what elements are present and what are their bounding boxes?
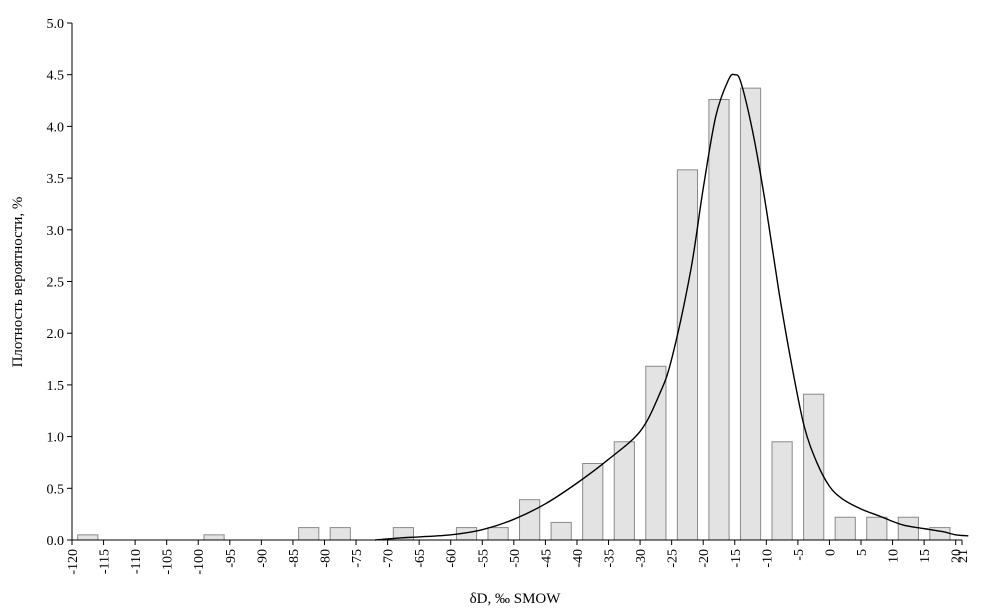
x-tick-label: 21	[956, 549, 971, 563]
x-tick-label: 15	[918, 549, 933, 563]
histogram-bar	[329, 527, 351, 541]
x-tick-label: -10	[760, 549, 775, 568]
x-tick-label: -25	[666, 549, 681, 568]
x-tick-label: -55	[476, 549, 491, 568]
x-tick-label: -40	[571, 549, 586, 568]
histogram-bar	[487, 527, 509, 541]
y-tick-label: 2.5	[47, 276, 65, 291]
x-tick-label: -75	[350, 549, 365, 568]
x-tick-label: -100	[192, 549, 207, 575]
ticks-layer: 0.0 0.5 1.0 1.5 2.0 2.5 3.0 3.5 4.0 4.5 5.0 -120 -11…	[47, 17, 972, 575]
histogram-bar	[519, 499, 541, 541]
y-tick-label: 1.0	[47, 431, 65, 446]
x-tick-label: 5	[855, 549, 870, 556]
y-tick-label: 3.0	[47, 224, 65, 239]
x-tick-label: -15	[729, 549, 744, 568]
x-tick-label: -5	[792, 549, 807, 561]
histogram-bar	[834, 516, 856, 541]
x-tick-label: -105	[161, 549, 176, 575]
x-tick-label: -45	[539, 549, 554, 568]
histogram-bar	[676, 169, 699, 541]
y-tick-label: 0.5	[47, 482, 65, 497]
y-axis-label: Плотность вероятности, %	[10, 197, 26, 368]
y-tick-label: 1.5	[47, 379, 65, 394]
x-tick-label: -30	[634, 549, 649, 568]
y-tick-label: 0.0	[47, 534, 65, 549]
bars-layer	[77, 87, 951, 541]
y-tick-label: 3.5	[47, 172, 65, 187]
x-tick-label: -20	[697, 549, 712, 568]
x-tick-label: -95	[224, 549, 239, 568]
axes-layer	[71, 23, 962, 541]
histogram-bar	[203, 534, 225, 541]
x-tick-label: -85	[287, 549, 302, 568]
histogram-bar	[771, 441, 793, 541]
x-tick-label: 20	[950, 549, 965, 563]
x-tick-label: -120	[66, 549, 81, 575]
y-tick-label: 5.0	[47, 17, 65, 32]
histogram-bar	[803, 393, 825, 541]
x-tick-label: 10	[887, 549, 902, 563]
y-tick-label: 2.0	[47, 327, 65, 342]
x-tick-label: -80	[318, 549, 333, 568]
histogram-bar	[77, 534, 99, 541]
x-axis-label: δD, ‰ SMOW	[470, 591, 562, 607]
x-tick-label: -90	[255, 549, 270, 568]
y-tick-label: 4.0	[47, 120, 65, 135]
x-tick-label: -60	[445, 549, 460, 568]
x-tick-label: -35	[603, 549, 618, 568]
histogram-bar	[708, 99, 730, 541]
x-tick-label: -115	[98, 549, 113, 574]
histogram-bar	[866, 516, 888, 541]
histogram-bar	[897, 516, 919, 541]
histogram-bar	[645, 365, 667, 541]
x-tick-label: 0	[823, 549, 838, 556]
histogram-bar	[550, 521, 572, 541]
curve-layer	[374, 73, 969, 541]
histogram-bar	[582, 462, 604, 541]
x-tick-label: -50	[508, 549, 523, 568]
histogram-bar	[298, 527, 320, 541]
y-tick-label: 4.5	[47, 69, 65, 84]
density-curve	[374, 73, 969, 541]
x-tick-label: -70	[382, 549, 397, 568]
histogram-bar	[613, 441, 635, 541]
x-tick-label: -65	[413, 549, 428, 568]
x-tick-label: -110	[129, 549, 144, 574]
